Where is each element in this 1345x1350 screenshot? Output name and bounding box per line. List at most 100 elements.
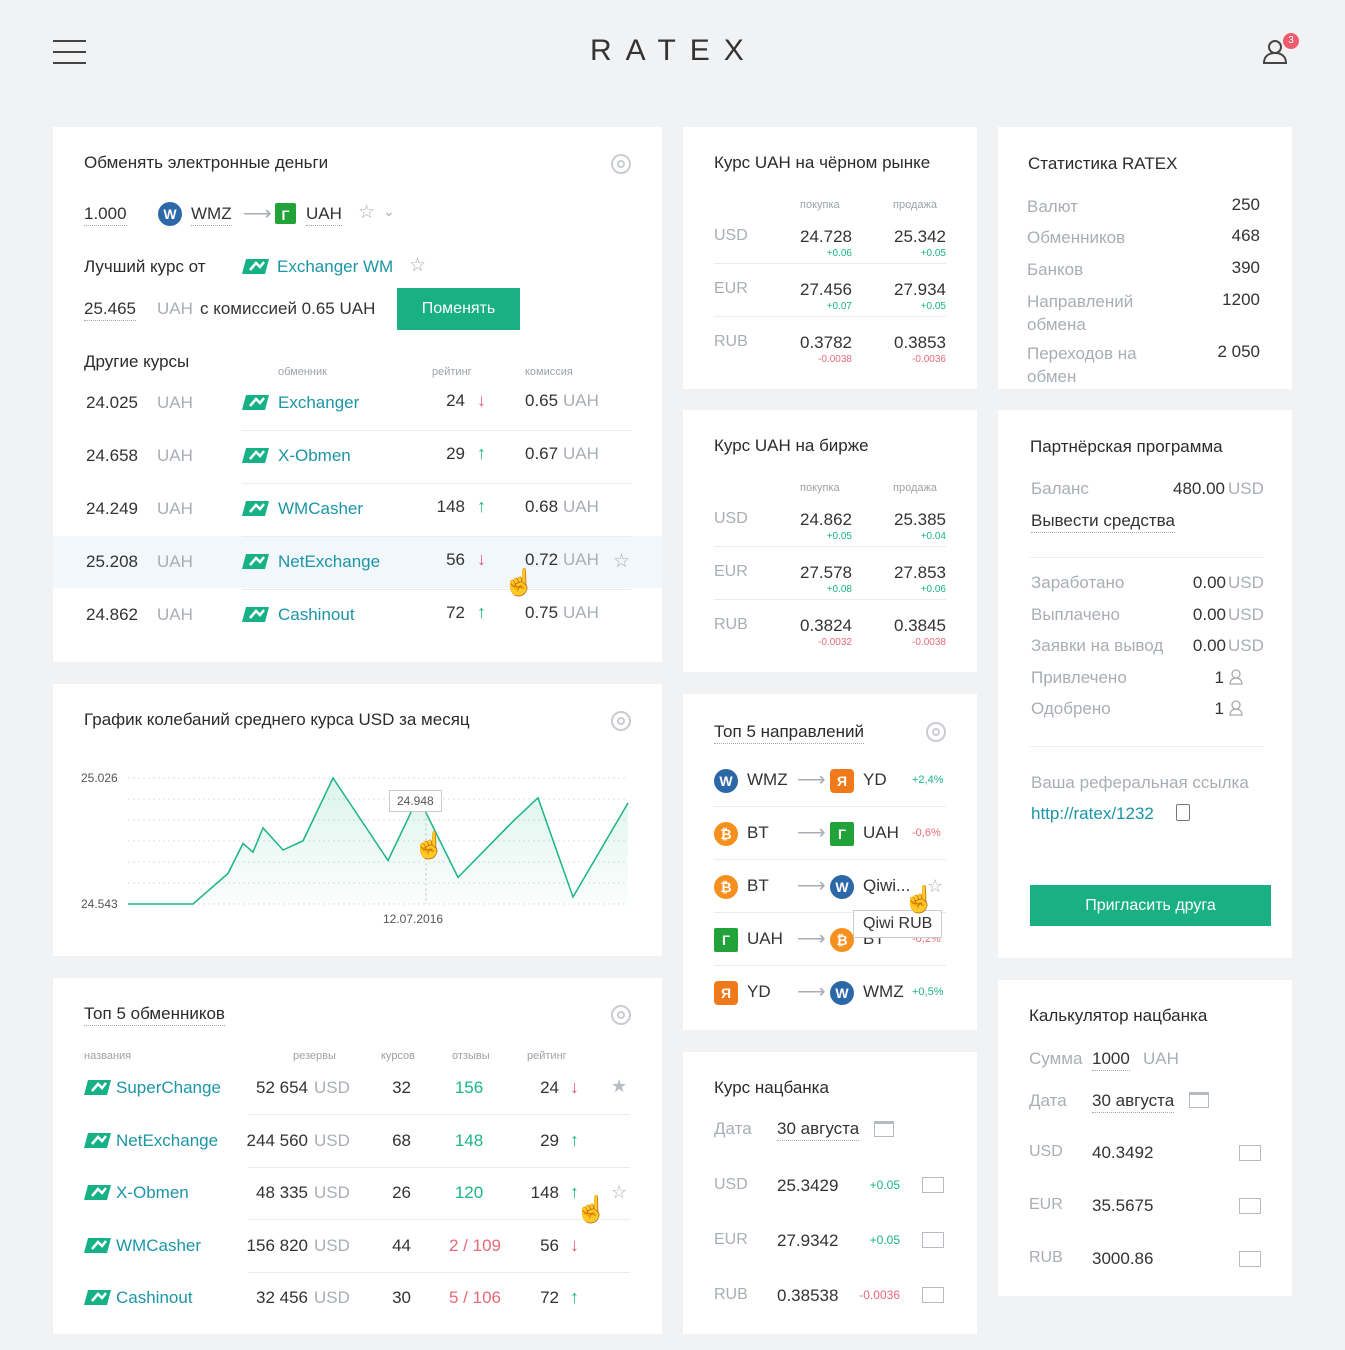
rating-value: 72 <box>446 603 465 622</box>
ref-link[interactable]: http://ratex/1232 <box>1031 804 1154 823</box>
rates-count: 32 <box>392 1078 411 1097</box>
row-divider <box>714 806 946 807</box>
menu-icon[interactable] <box>53 40 86 64</box>
currency-label: USD <box>714 510 748 527</box>
currency-label: EUR <box>714 563 748 580</box>
currency-label: USD <box>1029 1143 1063 1160</box>
row-highlight <box>53 536 662 588</box>
chart-line <box>128 776 629 905</box>
gear-icon[interactable] <box>611 1005 631 1025</box>
copy-icon[interactable] <box>1176 804 1190 821</box>
from-currency[interactable]: UAH <box>747 929 783 948</box>
rating-value: 24 <box>540 1078 559 1097</box>
logo[interactable]: RATEX <box>590 34 758 67</box>
withdraw-link[interactable]: Вывести средства <box>1031 511 1175 533</box>
commission-value: 0.68 <box>525 497 559 516</box>
chart-icon[interactable] <box>922 1287 944 1303</box>
exchanger-link[interactable]: X-Obmen <box>278 446 351 465</box>
stat-value: 468 <box>1231 226 1260 245</box>
rates-count: 44 <box>392 1235 411 1255</box>
star-filled-icon[interactable]: ★ <box>611 1076 628 1096</box>
from-currency[interactable]: WMZ <box>191 204 232 226</box>
rate-currency: UAH <box>157 499 193 518</box>
calendar-icon[interactable] <box>1189 1092 1209 1108</box>
exchanger-link[interactable]: NetExchange <box>116 1130 219 1150</box>
reserve-currency: USD <box>314 1078 350 1097</box>
from-currency[interactable]: YD <box>747 982 771 1001</box>
sum-input[interactable]: 1000 <box>1092 1049 1130 1071</box>
exchanger-icon <box>84 1080 111 1100</box>
commission-text: с комиссией 0.65 UAH <box>200 299 376 318</box>
col-buy: покупка <box>800 482 840 494</box>
star-icon[interactable]: ☆ <box>613 551 631 572</box>
buy-value: 0.3824 <box>800 616 852 635</box>
rate-value: 24.249 <box>86 499 138 518</box>
to-currency[interactable]: Qiwi... <box>863 876 911 895</box>
exchanger-link[interactable]: Cashinout <box>116 1288 193 1307</box>
from-currency[interactable]: BT <box>747 823 769 842</box>
amount-input[interactable]: 1.000 <box>84 204 127 226</box>
col-buy: покупка <box>800 199 840 211</box>
stat-value: 1200 <box>1222 290 1260 309</box>
best-exchanger-link[interactable]: Exchanger WM <box>277 257 394 276</box>
reviews-value: 148 <box>454 1130 484 1150</box>
date-label: Дата <box>1029 1091 1067 1110</box>
exchanger-link[interactable]: NetExchange <box>278 552 381 571</box>
chart-icon[interactable] <box>1239 1251 1261 1267</box>
star-icon[interactable]: ☆ <box>358 202 376 223</box>
star-icon[interactable]: ☆ <box>611 1182 628 1202</box>
exchange-card: Обменять электронные деньги 1.000 W WMZ … <box>53 127 662 662</box>
exchanger-icon <box>242 448 269 468</box>
gear-icon[interactable] <box>926 722 946 742</box>
star-icon[interactable]: ☆ <box>927 876 944 896</box>
user-icon[interactable] <box>1262 38 1288 64</box>
rating-value: 148 <box>530 1183 559 1202</box>
to-currency[interactable]: YD <box>863 770 887 789</box>
exchanger-link[interactable]: Exchanger <box>278 393 360 412</box>
to-currency[interactable]: WMZ <box>863 982 904 1001</box>
exchanger-link[interactable]: X-Obmen <box>116 1183 189 1202</box>
chevron-down-icon[interactable]: ⌄ <box>383 203 395 219</box>
stat-label: Обменников <box>1027 228 1126 247</box>
notification-badge: 3 <box>1283 33 1299 49</box>
gear-icon[interactable] <box>611 711 631 731</box>
from-currency[interactable]: WMZ <box>747 770 788 789</box>
chart-icon[interactable] <box>1239 1198 1261 1214</box>
partner-stat-label: Выплачено <box>1031 604 1120 624</box>
nbu-date-input[interactable]: 30 августа <box>777 1119 860 1141</box>
chart-icon[interactable] <box>1239 1145 1261 1161</box>
partner-stat-value: 1 <box>1214 667 1224 687</box>
partner-stat-currency: USD <box>1228 604 1264 624</box>
buy-value: 27.578 <box>800 563 852 582</box>
rate-currency: UAH <box>157 552 193 571</box>
buy-value: 24.728 <box>800 227 852 246</box>
exchanger-link[interactable]: WMCasher <box>278 499 364 518</box>
exchanger-link[interactable]: Cashinout <box>278 605 355 624</box>
gear-icon[interactable] <box>611 154 631 174</box>
nbu-title: Курс нацбанка <box>714 1078 829 1097</box>
invite-button[interactable]: Пригласить друга <box>1030 885 1271 926</box>
best-rate: 25.465 <box>84 299 136 321</box>
star-icon[interactable]: ☆ <box>409 255 427 276</box>
exchange-title: Обменять электронные деньги <box>84 153 329 172</box>
trend-arrow-icon: ↑ <box>570 1129 579 1150</box>
chart-icon[interactable] <box>922 1232 944 1248</box>
rating-value: 56 <box>446 550 465 569</box>
chart-icon[interactable] <box>922 1177 944 1193</box>
calendar-icon[interactable] <box>874 1121 894 1137</box>
to-currency[interactable]: UAH <box>306 204 342 226</box>
date-input[interactable]: 30 августа <box>1092 1091 1175 1113</box>
exchange-button[interactable]: Поменять <box>397 288 520 330</box>
top-directions-card: Топ 5 направлений W WMZ ⟶ Я YD +2,4% ₿ BT ⟶ Г UAH -… <box>683 694 977 1030</box>
change-percent: +2,4% <box>912 774 944 786</box>
to-currency[interactable]: UAH <box>863 823 899 842</box>
exchanger-link[interactable]: SuperChange <box>116 1078 221 1097</box>
exchanger-link[interactable]: WMCasher <box>116 1235 202 1255</box>
partner-stat-label: Заявки на вывод <box>1031 636 1164 655</box>
calculator-card: Калькулятор нацбанка Сумма 1000 UAH Дата… <box>998 980 1292 1296</box>
rate-delta: +0.05 <box>869 1233 900 1247</box>
from-currency[interactable]: BT <box>747 876 769 895</box>
sell-value: 25.385 <box>894 510 946 529</box>
cursor-hand-icon: ☝ <box>575 1194 608 1224</box>
arrow-right-icon: ⟶ <box>797 875 826 897</box>
